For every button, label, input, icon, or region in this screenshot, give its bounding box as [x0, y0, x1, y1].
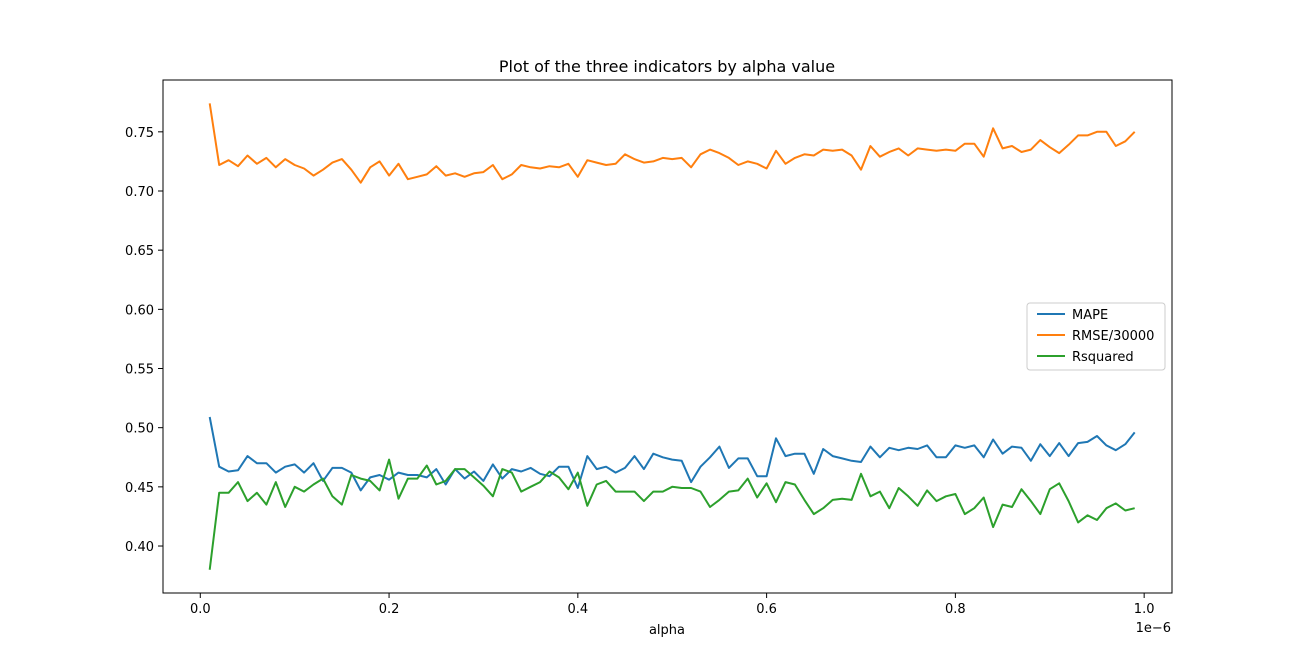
x-tick-label: 0.2	[379, 602, 400, 617]
y-tick-label: 0.40	[125, 540, 154, 555]
x-axis: 0.0 0.2 0.4 0.6 0.8 1.0	[190, 593, 1155, 617]
x-axis-label: alpha	[649, 623, 685, 638]
series-line-rmse-30000	[208, 103, 1136, 184]
legend-label-rsquared: Rsquared	[1072, 350, 1134, 365]
legend-label-mape: MAPE	[1072, 308, 1108, 323]
legend: MAPE RMSE/30000 Rsquared	[1026, 302, 1166, 371]
y-tick-label: 0.70	[125, 185, 154, 200]
x-axis-offset-label: 1e−6	[1136, 621, 1171, 636]
chart-title: Plot of the three indicators by alpha va…	[499, 57, 835, 76]
legend-label-rmse-30000: RMSE/30000	[1072, 329, 1154, 344]
y-axis: 0.40 0.45 0.50 0.55 0.60 0.65 0.70 0.75	[125, 126, 163, 555]
y-tick-label: 0.65	[125, 244, 154, 259]
plot-area	[208, 103, 1136, 570]
legend-box	[1026, 302, 1166, 371]
y-tick-label: 0.55	[125, 363, 154, 378]
plot-frame	[162, 79, 1173, 594]
x-tick-label: 0.8	[945, 602, 966, 617]
x-tick-label: 1.0	[1134, 602, 1155, 617]
y-tick-label: 0.75	[125, 126, 154, 141]
series-line-mape	[208, 416, 1136, 492]
y-tick-label: 0.45	[125, 481, 154, 496]
x-tick-label: 0.0	[190, 602, 211, 617]
x-tick-label: 0.6	[756, 602, 777, 617]
y-tick-label: 0.60	[125, 303, 154, 318]
y-tick-label: 0.50	[125, 422, 154, 437]
x-tick-label: 0.4	[567, 602, 588, 617]
series-line-rsquared	[208, 458, 1135, 570]
